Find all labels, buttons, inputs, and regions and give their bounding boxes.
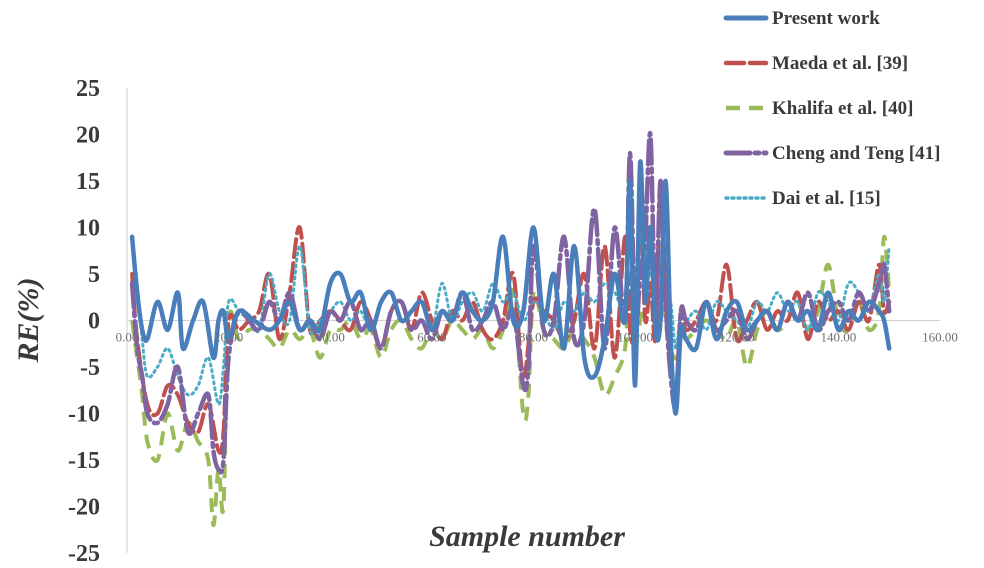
y-tick-label: 25 xyxy=(76,76,100,102)
legend-label: Khalifa et al. [40] xyxy=(772,98,913,119)
x-tick-label: 0.00 xyxy=(116,330,139,345)
legend-label: Cheng and Teng [41] xyxy=(772,143,940,164)
x-tick-label: 160.00 xyxy=(922,330,958,345)
y-tick-label: 20 xyxy=(76,123,100,149)
series-2 xyxy=(130,225,892,528)
legend-label: Dai et al. [15] xyxy=(772,188,881,209)
y-tick-label: 5 xyxy=(88,262,100,288)
y-tick-label: -10 xyxy=(68,402,100,428)
y-axis-title: RE(%) xyxy=(12,278,45,364)
series-3 xyxy=(129,130,892,475)
series-line xyxy=(129,130,892,475)
y-tick-label: 15 xyxy=(76,169,100,195)
y-tick-labels: 25 20 15 10 5 0 -5 -10 -15 -20 -25 xyxy=(68,76,100,567)
y-tick-label: -25 xyxy=(68,541,100,567)
y-tick-label: -5 xyxy=(80,355,100,381)
series-line xyxy=(130,188,892,455)
x-tick-label: 60.00 xyxy=(417,330,446,345)
x-tick-label: 100.00 xyxy=(617,330,653,345)
x-axis-title: Sample number xyxy=(429,520,625,553)
legend-label: Present work xyxy=(772,8,880,29)
x-tick-label: 80.00 xyxy=(519,330,548,345)
series-layer xyxy=(129,130,892,528)
series-line xyxy=(129,159,892,416)
series-0 xyxy=(129,159,892,416)
x-tick-labels: 0.00 20.00 40.00 60.00 80.00 100.00 120.00 140.… xyxy=(116,330,958,345)
y-tick-label: 10 xyxy=(76,216,100,242)
x-tick-label: 20.00 xyxy=(214,330,243,345)
y-tick-label: -20 xyxy=(68,495,100,521)
x-tick-label: 40.00 xyxy=(316,330,345,345)
legend-label: Maeda et al. [39] xyxy=(772,53,908,74)
x-tick-label: 120.00 xyxy=(719,330,755,345)
legend: Present work Maeda et al. [39] Khalifa et … xyxy=(723,8,940,209)
y-tick-label: 0 xyxy=(88,309,100,335)
x-tick-label: 140.00 xyxy=(821,330,857,345)
series-line xyxy=(130,225,892,528)
y-tick-label: -15 xyxy=(68,448,100,474)
series-1 xyxy=(130,188,892,455)
